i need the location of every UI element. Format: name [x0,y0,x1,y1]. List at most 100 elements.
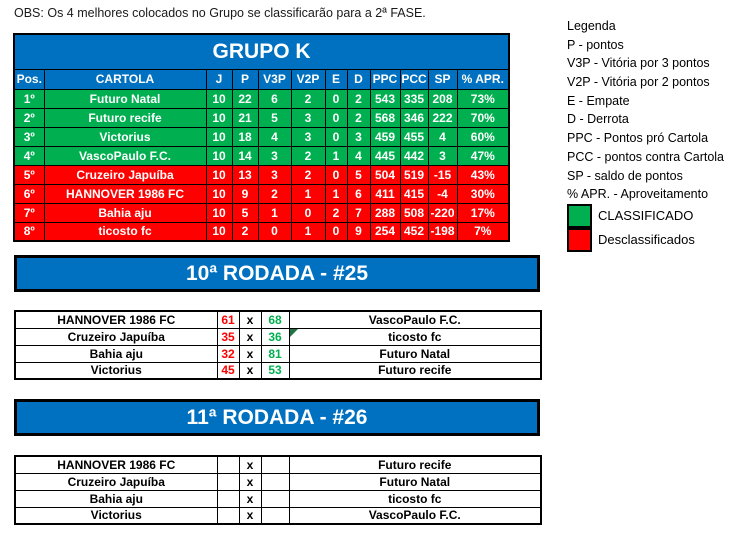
match-row: HANNOVER 1986 FC x Futuro recife [14,455,542,474]
stat-v2p: 0 [290,202,326,223]
away-team-cell: Futuro Natal [288,472,542,491]
stat-e: 0 [324,126,348,147]
stat-sp: 222 [427,107,458,128]
stat-j: 10 [205,126,233,147]
away-score-cell [260,506,290,525]
stat-apr: 7% [456,221,510,242]
legend-item: V2P - Vitória por 2 pontos [567,75,710,90]
team-name-cell: Victorius [43,126,207,147]
col-header-ppc: PPC [369,68,401,90]
away-score-cell: 36 [260,327,290,346]
stat-ppc: 288 [369,202,401,223]
home-score-cell [216,455,240,474]
round-26-banner: 11ª RODADA - #26 [14,399,540,436]
pos-cell: 1º [13,88,45,109]
stat-p: 5 [231,202,259,223]
legend-item: PCC - pontos contra Cartola [567,149,725,164]
stat-p: 14 [231,145,259,166]
stat-apr: 30% [456,183,510,204]
x-separator: x [238,506,262,525]
stat-j: 10 [205,164,233,185]
team-name-cell: ticosto fc [43,221,207,242]
stat-v3p: 6 [257,88,292,109]
stat-v2p: 3 [290,126,326,147]
stat-d: 7 [346,202,371,223]
col-header-apr: % APR. [456,68,510,90]
round-25-matches: HANNOVER 1986 FC 61 x 68 VascoPaulo F.C.… [14,310,542,380]
away-score-cell: 81 [260,344,290,363]
stat-pcc: 452 [399,221,429,242]
pos-cell: 5º [13,164,45,185]
stat-pcc: 455 [399,126,429,147]
stat-p: 18 [231,126,259,147]
match-row: HANNOVER 1986 FC 61 x 68 VascoPaulo F.C. [14,310,542,329]
stat-j: 10 [205,183,233,204]
match-row: Bahia aju 32 x 81 Futuro Natal [14,344,542,363]
col-header-pcc: PCC [399,68,429,90]
stat-d: 2 [346,88,371,109]
pos-cell: 2º [13,107,45,128]
match-row: Victorius 45 x 53 Futuro recife [14,361,542,380]
legend-classified-row: CLASSIFICADO [567,203,724,228]
stat-v2p: 1 [290,221,326,242]
round-25-banner: 10ª RODADA - #25 [14,255,540,292]
stat-pcc: 519 [399,164,429,185]
home-score-cell: 32 [216,344,240,363]
group-title: GRUPO K [13,33,510,70]
legend: Legenda P - pontos V3P - Vitória por 3 p… [567,17,724,252]
away-score-cell: 53 [260,361,290,380]
legend-item: PPC - Pontos pró Cartola [567,131,709,146]
home-team-cell: Cruzeiro Japuíba [14,472,218,491]
stat-pcc: 346 [399,107,429,128]
stat-apr: 43% [456,164,510,185]
away-team-cell: ticosto fc [288,489,542,508]
legend-item: % APR. - Aproveitamento [567,187,709,202]
home-team-cell: Cruzeiro Japuíba [14,327,218,346]
stat-sp: 208 [427,88,458,109]
pos-cell: 4º [13,145,45,166]
stat-ppc: 445 [369,145,401,166]
col-header-p: P [231,68,259,90]
team-name-cell: Cruzeiro Japuíba [43,164,207,185]
stat-j: 10 [205,202,233,223]
standings-row: 4º VascoPaulo F.C. 10 14 3 2 1 4 445 442… [13,145,510,166]
stat-ppc: 459 [369,126,401,147]
stat-e: 2 [324,202,348,223]
stat-apr: 73% [456,88,510,109]
stat-sp: -4 [427,183,458,204]
stat-pcc: 415 [399,183,429,204]
match-row: Bahia aju x ticosto fc [14,489,542,508]
stat-v3p: 3 [257,164,292,185]
home-score-cell: 35 [216,327,240,346]
stat-p: 2 [231,221,259,242]
col-header-cartola: CARTOLA [43,68,207,90]
away-team-cell: Futuro Natal [288,344,542,363]
pos-cell: 6º [13,183,45,204]
legend-item: D - Derrota [567,112,629,127]
legend-item: E - Empate [567,93,630,108]
col-header-pos: Pos. [13,68,45,90]
stat-e: 0 [324,221,348,242]
stat-sp: -198 [427,221,458,242]
stat-d: 6 [346,183,371,204]
stat-v2p: 2 [290,88,326,109]
home-score-cell: 61 [216,310,240,329]
stat-pcc: 442 [399,145,429,166]
away-team-cell: VascoPaulo F.C. [288,506,542,525]
stat-e: 0 [324,88,348,109]
classified-swatch [567,203,592,228]
stat-apr: 70% [456,107,510,128]
stat-ppc: 543 [369,88,401,109]
legend-item: V3P - Vitória por 3 pontos [567,56,710,71]
away-team-cell: Futuro recife [288,455,542,474]
standings-row: 5º Cruzeiro Japuíba 10 13 3 2 0 5 504 51… [13,164,510,185]
team-name-cell: Futuro Natal [43,88,207,109]
x-separator: x [238,310,262,329]
standings-row: 2º Futuro recife 10 21 5 3 0 2 568 346 2… [13,107,510,128]
classified-label: CLASSIFICADO [598,208,694,224]
home-team-cell: Victorius [14,361,218,380]
legend-title: Legenda [567,19,616,33]
stat-j: 10 [205,107,233,128]
x-separator: x [238,455,262,474]
group-k-table: GRUPO K Pos. CARTOLA J P V3P V2P E D PPC… [13,33,511,242]
